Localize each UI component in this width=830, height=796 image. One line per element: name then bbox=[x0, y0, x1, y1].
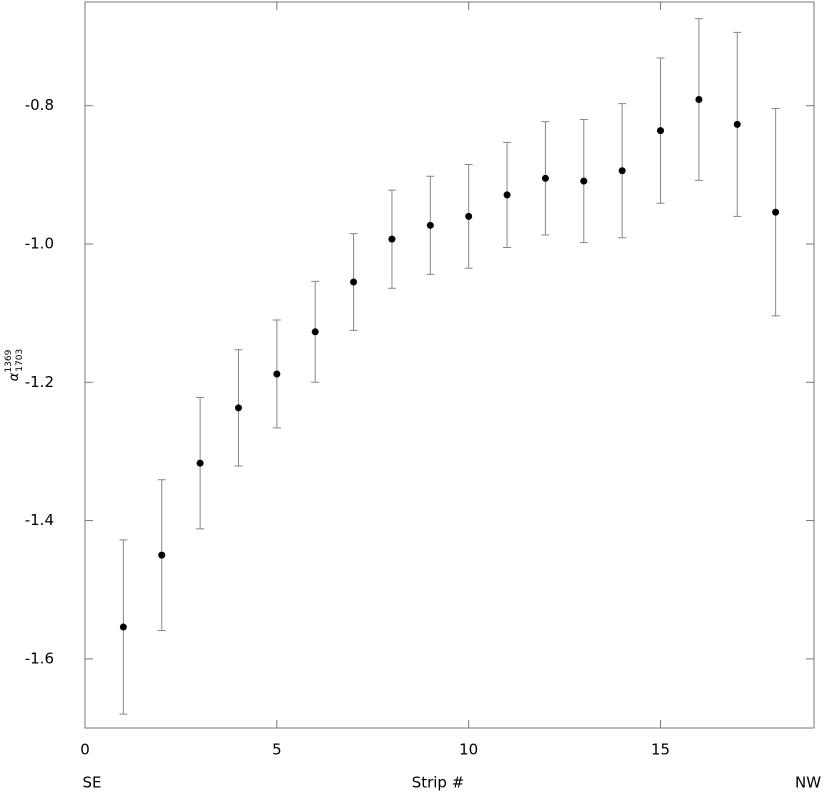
x-tick-label: 15 bbox=[651, 741, 670, 759]
y-label-subscript: 1703 bbox=[15, 349, 25, 372]
data-point bbox=[618, 167, 626, 175]
y-label-symbol: α bbox=[7, 372, 22, 381]
y-tick-label: -1.6 bbox=[25, 649, 54, 667]
data-point bbox=[158, 551, 166, 559]
data-point bbox=[695, 95, 703, 103]
data-point bbox=[196, 459, 204, 467]
data-point bbox=[273, 370, 281, 378]
y-axis-label: α13691703 bbox=[4, 349, 25, 381]
data-point bbox=[580, 177, 588, 185]
y-tick-label: -1.0 bbox=[25, 235, 54, 253]
data-point bbox=[465, 212, 473, 220]
x-axis-label: Strip # bbox=[412, 774, 465, 792]
y-tick-label: -1.2 bbox=[25, 373, 54, 391]
left-note: SE bbox=[83, 774, 102, 792]
y-tick-label: -0.8 bbox=[25, 96, 54, 114]
data-point bbox=[503, 191, 511, 199]
data-point bbox=[350, 278, 358, 286]
data-point bbox=[311, 328, 319, 336]
data-point bbox=[733, 120, 741, 128]
data-point bbox=[772, 208, 780, 216]
data-point bbox=[426, 221, 434, 229]
y-label-superscript: 1369 bbox=[4, 349, 14, 372]
plot-frame bbox=[84, 1, 815, 729]
right-note: NW bbox=[795, 774, 821, 792]
data-point bbox=[388, 235, 396, 243]
data-point bbox=[119, 623, 127, 631]
x-tick-label: 0 bbox=[80, 741, 90, 759]
x-tick-label: 5 bbox=[272, 741, 282, 759]
data-point bbox=[657, 127, 665, 135]
y-tick-label: -1.4 bbox=[25, 511, 54, 529]
x-tick-label: 10 bbox=[459, 741, 478, 759]
data-point bbox=[234, 404, 242, 412]
data-point bbox=[541, 174, 549, 182]
